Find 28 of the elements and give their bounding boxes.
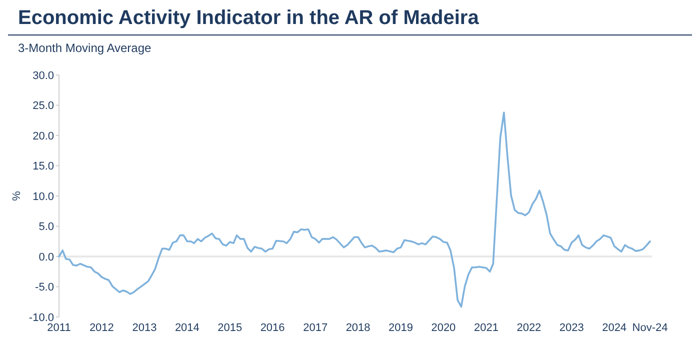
x-tick-label: 2013 (132, 322, 157, 334)
chart-subtitle: 3-Month Moving Average (18, 41, 152, 55)
x-tick-label: 2015 (218, 322, 242, 334)
x-tick-label: 2020 (431, 322, 456, 334)
y-tick-label: -10.0 (28, 312, 54, 324)
y-tick-label: -5.0 (35, 282, 54, 294)
chart-title: Economic Activity Indicator in the AR of Madeira (18, 7, 480, 29)
y-tick-label: 15.0 (32, 160, 54, 173)
y-tick-label: 30.0 (32, 70, 54, 82)
y-tick-label: 5.0 (38, 221, 54, 234)
y-tick-label: 25.0 (32, 100, 54, 112)
x-tick-label: Nov-24 (632, 322, 668, 334)
y-tick-label: 10.0 (32, 190, 54, 203)
x-tick-label: 2017 (303, 322, 328, 334)
x-tick-label: 2018 (346, 322, 370, 334)
x-tick-label: 2022 (516, 322, 542, 334)
x-tick-label: 2011 (47, 322, 71, 334)
x-tick-label: 2012 (89, 322, 114, 334)
x-tick-label: 2023 (559, 322, 584, 334)
y-tick-label: 0.0 (38, 251, 54, 264)
x-tick-label: 2021 (474, 322, 498, 334)
x-tick-label: 2024 (602, 322, 627, 334)
line-series (58, 112, 651, 308)
x-tick-label: 2014 (174, 322, 200, 334)
x-tick-label: 2019 (388, 322, 413, 334)
y-axis-title: % (11, 190, 23, 201)
y-tick-label: 20.0 (32, 130, 54, 142)
x-tick-label: 2016 (260, 322, 285, 334)
